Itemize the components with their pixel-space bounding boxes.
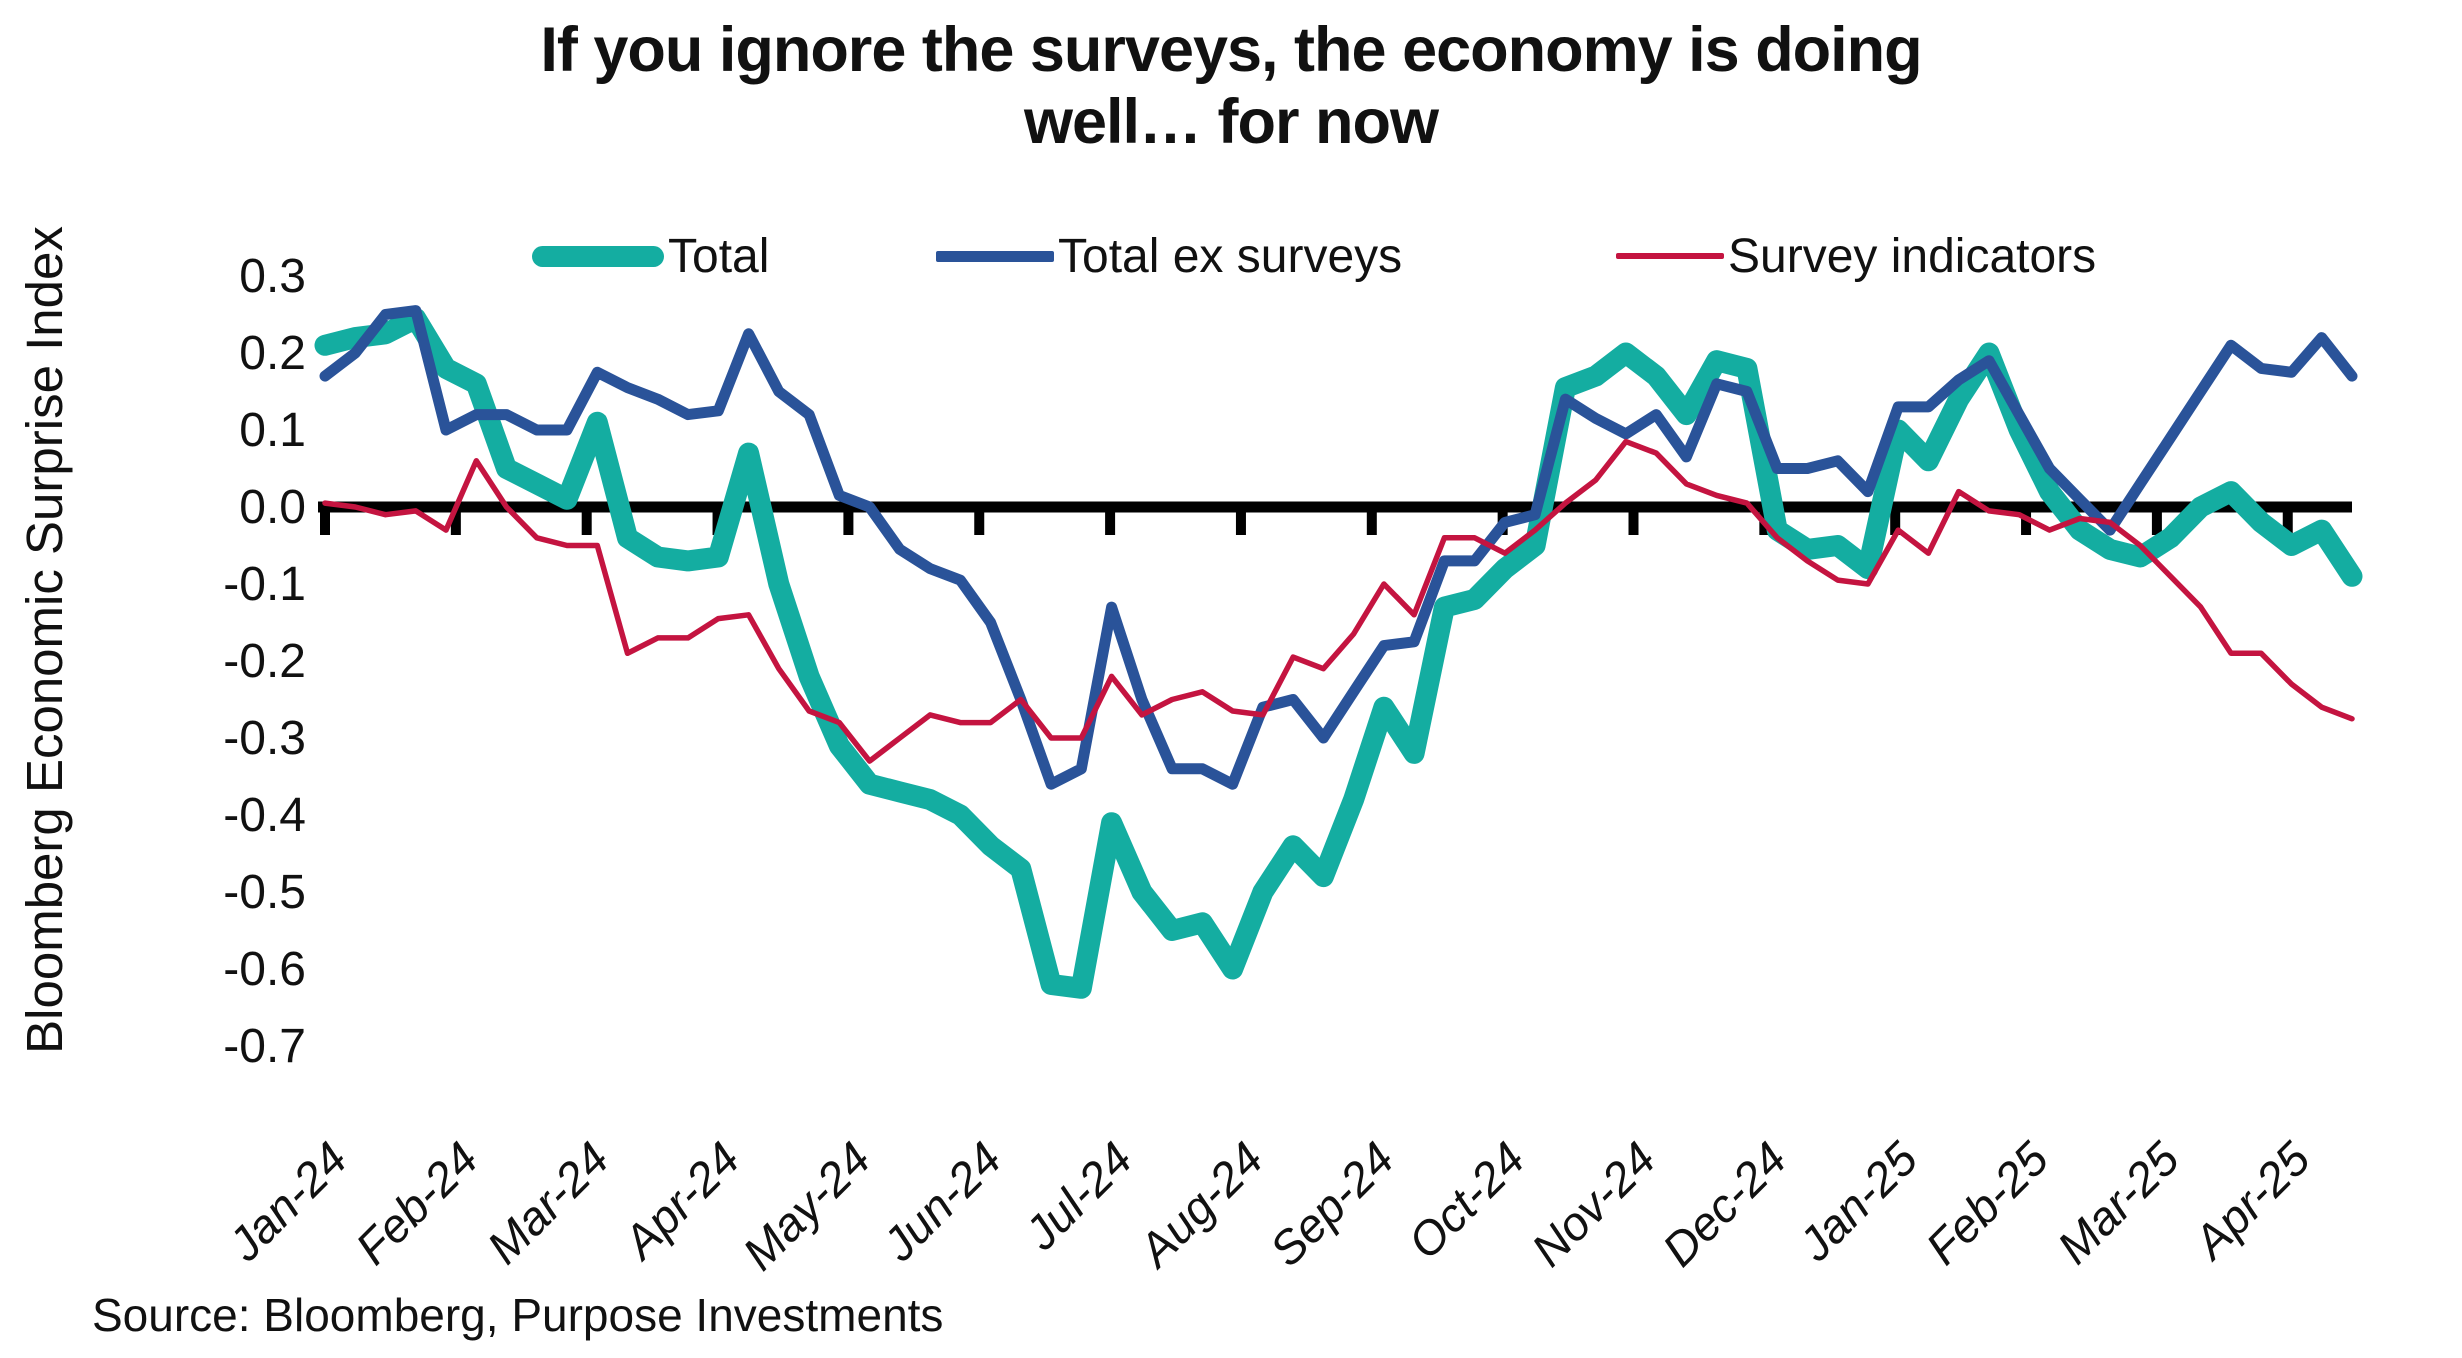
x-tick-label-Jun-24: Jun-24 [872, 1132, 1012, 1272]
x-tick-label-Feb-25: Feb-25 [1915, 1131, 2058, 1274]
y-tick-label--0.6: -0.6 [223, 943, 306, 996]
x-tick-label-Sep-24: Sep-24 [1259, 1132, 1404, 1277]
x-tick-label-Jan-24: Jan-24 [217, 1132, 357, 1272]
x-tick-label-Mar-24: Mar-24 [477, 1132, 619, 1274]
x-tick-label-Dec-24: Dec-24 [1652, 1132, 1797, 1277]
month-tick-Jan-24 [320, 511, 330, 535]
legend: Total Total ex surveys Survey indicators [0, 228, 2462, 288]
chart-title: If you ignore the surveys, the economy i… [281, 14, 2181, 158]
y-tick-label--0.7: -0.7 [223, 1020, 306, 1073]
month-tick-Jul-24 [1105, 511, 1116, 535]
x-tick-label-Feb-24: Feb-24 [345, 1132, 488, 1275]
legend-label-total: Total [668, 229, 770, 283]
y-tick-label-0: 0.0 [239, 481, 306, 534]
chart-title-line1: If you ignore the surveys, the economy i… [540, 15, 1922, 85]
surveys-line-swatch [1616, 253, 1724, 259]
zero-axis-line [318, 501, 2352, 513]
series-line-total-ex-surveys [319, 305, 2358, 790]
x-tick-label-Apr-25: Apr-25 [2181, 1131, 2320, 1270]
ex-surveys-line-swatch [936, 250, 1054, 262]
series-line-survey-indicators [322, 438, 2355, 764]
y-tick-label-0.1: 0.1 [239, 404, 306, 457]
x-tick-label-Apr-24: Apr-24 [611, 1132, 750, 1271]
series-line-total [314, 307, 2363, 999]
month-tick-Sep-24 [1366, 511, 1377, 535]
month-tick-Jan-25 [1890, 511, 1901, 535]
y-tick-label-0.2: 0.2 [239, 327, 306, 380]
month-tick-May-24 [843, 511, 854, 535]
x-tick-label-Oct-24: Oct-24 [1398, 1132, 1535, 1269]
x-tick-label-Mar-25: Mar-25 [2047, 1131, 2190, 1274]
y-tick-label--0.3: -0.3 [223, 712, 306, 765]
x-tick-label-Aug-24: Aug-24 [1126, 1132, 1273, 1279]
month-tick-Mar-25 [2151, 511, 2162, 535]
legend-item-total: Total [532, 228, 769, 284]
month-tick-Jun-24 [974, 511, 985, 535]
total-line-swatch [532, 245, 664, 267]
month-tick-Nov-24 [1628, 511, 1639, 535]
y-tick-label--0.5: -0.5 [223, 866, 306, 919]
month-tick-Aug-24 [1235, 511, 1246, 535]
legend-label-surveys: Survey indicators [1728, 229, 2097, 283]
y-axis-title: Bloomberg Economic Surprise Index [16, 226, 73, 1054]
y-tick-label--0.1: -0.1 [223, 558, 306, 611]
x-tick-label-Jan-25: Jan-25 [1787, 1131, 1927, 1271]
y-tick-label--0.4: -0.4 [223, 789, 306, 842]
legend-item-surveys: Survey indicators [1616, 228, 2096, 284]
month-tick-Feb-25 [2021, 511, 2032, 535]
legend-label-ex-surveys: Total ex surveys [1058, 229, 1403, 283]
y-tick-label-0.3: 0.3 [239, 250, 306, 303]
month-tick-Feb-24 [450, 511, 461, 535]
y-tick-label--0.2: -0.2 [223, 635, 306, 688]
legend-item-ex-surveys: Total ex surveys [936, 228, 1402, 284]
month-tick-Mar-24 [581, 511, 592, 535]
chart-title-line2: well… for now [1023, 87, 1439, 157]
x-tick-label-Nov-24: Nov-24 [1521, 1132, 1666, 1277]
x-tick-label-May-24: May-24 [732, 1132, 880, 1280]
x-tick-label-Jul-24: Jul-24 [1013, 1132, 1142, 1261]
month-tick-Apr-25 [2282, 511, 2293, 535]
source-note: Source: Bloomberg, Purpose Investments [92, 1289, 944, 1341]
